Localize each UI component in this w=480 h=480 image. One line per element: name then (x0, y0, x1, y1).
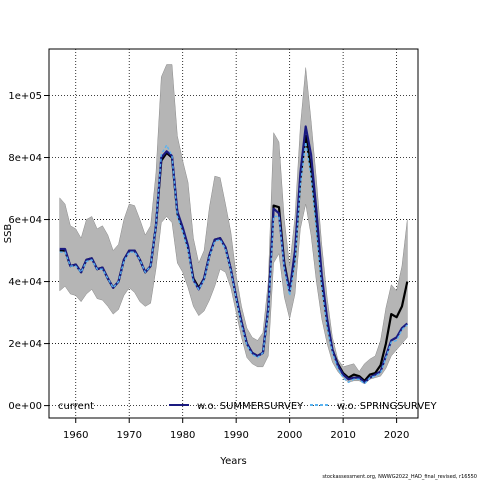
x-tick-label: 2020 (384, 430, 409, 441)
legend-label: current (58, 401, 94, 412)
legend-label: w.o. SUMMERSURVEY (197, 401, 304, 412)
confidence-band-area (59, 64, 408, 385)
x-tick-label: 1990 (223, 430, 248, 441)
x-axis-ticks: 1960 1970 1980 1990 2000 2010 2020 (63, 418, 409, 441)
y-tick-label: 2e+04 (8, 339, 42, 350)
y-tick-label: 8e+04 (8, 153, 42, 164)
x-tick-label: 2010 (330, 430, 355, 441)
x-tick-label: 1980 (170, 430, 195, 441)
y-tick-label: 6e+04 (8, 215, 42, 226)
y-tick-label: 1e+05 (8, 91, 42, 102)
x-tick-label: 2000 (277, 430, 302, 441)
legend-label: w.o. SPRINGSURVEY (337, 401, 437, 412)
series-line-3 (59, 141, 408, 385)
series-lines (59, 125, 409, 385)
y-tick-label: 4e+04 (8, 277, 42, 288)
y-axis-ticks: 0e+00 2e+04 4e+04 6e+04 8e+04 1e+05 (8, 91, 49, 412)
legend: current w.o. SUMMERSURVEY w.o. SPRINGSURVE… (58, 401, 437, 412)
y-tick-label: 0e+00 (8, 401, 42, 412)
plot-frame (48, 48, 419, 419)
x-tick-label: 1960 (63, 430, 88, 441)
confidence-band (59, 64, 408, 385)
x-axis-title: Years (219, 456, 246, 467)
footnote: stockassessment.org, NWWG2022_HAD_final_… (322, 474, 477, 480)
x-tick-label: 1970 (116, 430, 141, 441)
y-axis-title: SSB (3, 224, 14, 244)
